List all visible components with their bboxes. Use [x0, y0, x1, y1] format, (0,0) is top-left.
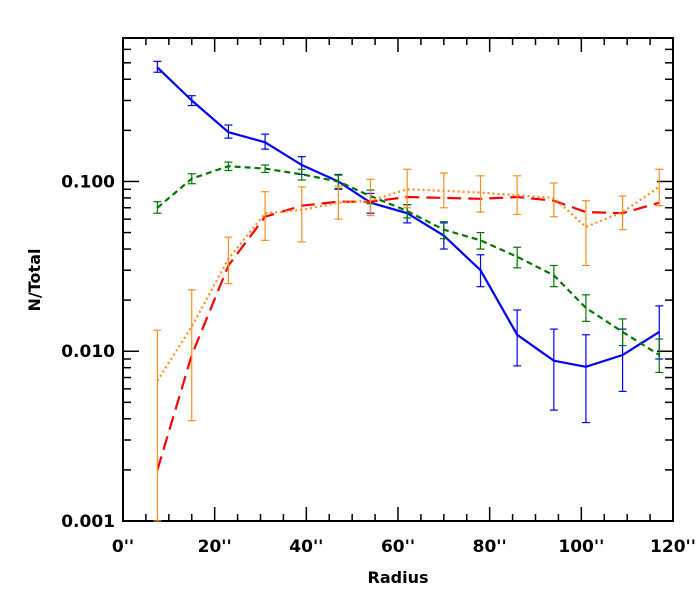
x-tick-label: 120'' [650, 537, 696, 557]
series-2 [153, 161, 664, 374]
x-tick-label: 100'' [558, 537, 604, 557]
x-tick-label: 20'' [198, 537, 232, 557]
series-1 [153, 60, 664, 424]
x-tick-label: 40'' [289, 537, 323, 557]
x-tick-label: 60'' [381, 537, 415, 557]
x-tick-label: 80'' [473, 537, 507, 557]
x-tick-label: 0'' [112, 537, 134, 557]
y-tick-label: 0.100 [61, 172, 115, 192]
series-layer [153, 60, 664, 522]
tick-labels: 0'' 20'' 40'' 60'' 80'' 100'' 120'' 0.001 0.010 0… [61, 172, 696, 557]
series-4 [153, 168, 664, 522]
series-3 [156, 195, 660, 471]
y-tick-label: 0.001 [61, 512, 115, 532]
plot-frame [122, 37, 674, 522]
x-axis-label: Radius [368, 568, 429, 587]
series-line [156, 185, 660, 382]
y-tick-label: 0.010 [61, 342, 115, 362]
y-axis-label: N/Total [25, 249, 44, 312]
series-line [156, 195, 660, 471]
series-line [156, 165, 660, 356]
axis-ticks [122, 38, 674, 522]
